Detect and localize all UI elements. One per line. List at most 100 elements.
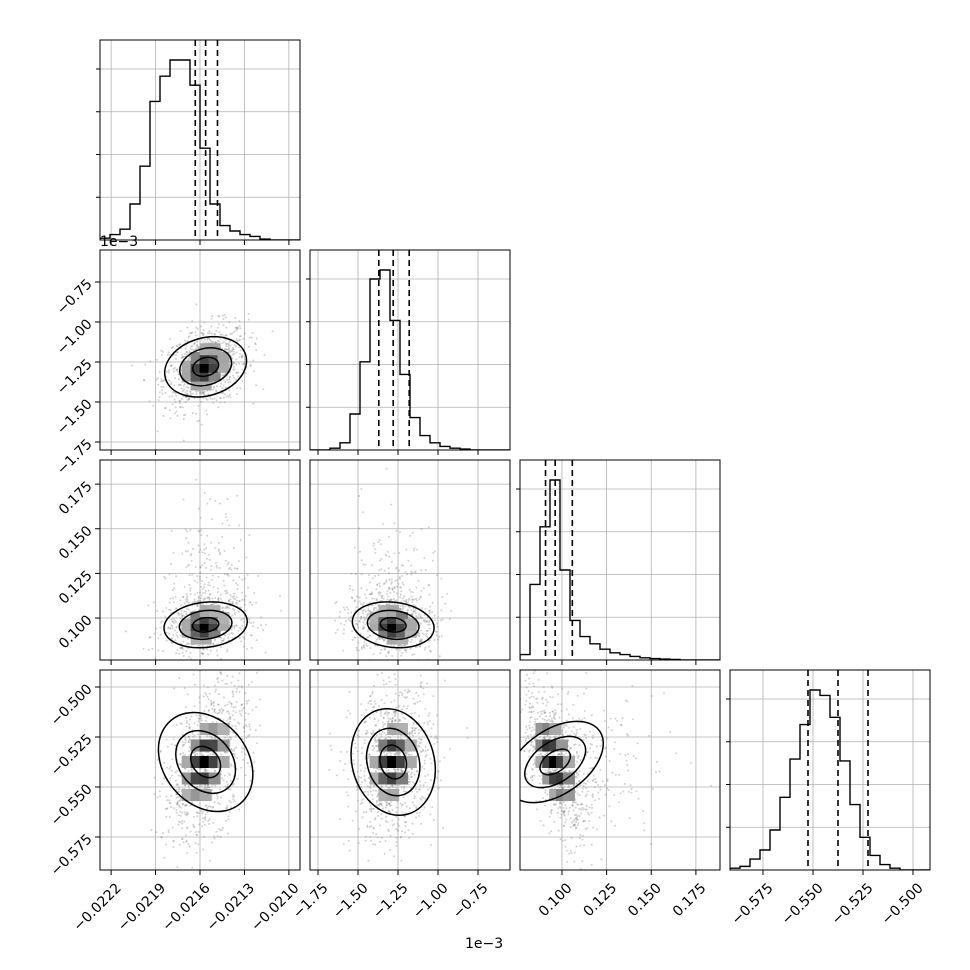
scatter-point bbox=[187, 735, 190, 738]
scatter-point bbox=[595, 745, 598, 748]
scatter-point bbox=[232, 607, 235, 610]
scatter-point bbox=[202, 820, 205, 823]
scatter-point bbox=[173, 587, 176, 590]
scatter-point bbox=[167, 632, 170, 635]
scatter-point bbox=[398, 649, 401, 652]
scatter-point bbox=[422, 633, 425, 636]
scatter-point bbox=[345, 791, 348, 794]
scatter-point bbox=[229, 736, 232, 739]
scatter-point bbox=[378, 637, 381, 640]
scatter-point bbox=[195, 334, 198, 337]
scatter-point bbox=[232, 361, 235, 364]
scatter-point bbox=[400, 645, 403, 648]
scatter-point bbox=[213, 333, 216, 336]
scatter-point bbox=[192, 825, 195, 828]
scatter-point bbox=[236, 494, 239, 497]
scatter-point bbox=[220, 770, 223, 773]
scatter-point bbox=[390, 503, 393, 506]
scatter-point bbox=[373, 606, 376, 609]
scatter-point bbox=[542, 737, 545, 740]
scatter-point bbox=[166, 799, 169, 802]
scatter-point bbox=[219, 401, 222, 404]
scatter-point bbox=[413, 795, 416, 798]
scatter-point bbox=[360, 587, 363, 590]
scatter-point bbox=[187, 637, 190, 640]
scatter-point bbox=[225, 650, 228, 653]
scatter-point bbox=[203, 491, 206, 494]
scatter-point bbox=[568, 785, 571, 788]
scatter-point bbox=[349, 584, 352, 587]
scatter-point bbox=[371, 793, 374, 796]
scatter-point bbox=[183, 355, 186, 358]
scatter-point bbox=[329, 732, 332, 735]
scatter-point bbox=[354, 573, 357, 576]
scatter-point bbox=[200, 652, 203, 655]
scatter-point bbox=[388, 599, 391, 602]
scatter-point bbox=[172, 845, 175, 848]
scatter-point bbox=[369, 592, 372, 595]
scatter-point bbox=[169, 338, 172, 341]
scatter-point bbox=[375, 833, 378, 836]
scatter-point bbox=[179, 599, 182, 602]
scatter-point bbox=[350, 572, 353, 575]
scatter-point bbox=[195, 390, 198, 393]
scatter-point bbox=[516, 726, 518, 728]
scatter-point bbox=[237, 629, 240, 632]
scatter-point bbox=[204, 768, 207, 771]
scatter-point bbox=[188, 738, 191, 741]
scatter-point bbox=[208, 663, 210, 665]
scatter-point bbox=[222, 379, 225, 382]
scatter-point bbox=[177, 820, 180, 823]
scatter-point bbox=[159, 750, 162, 753]
scatter-point bbox=[210, 735, 213, 738]
scatter-panel-2-0 bbox=[95, 459, 301, 665]
scatter-point bbox=[215, 329, 218, 332]
scatter-point bbox=[410, 732, 413, 735]
scatter-point bbox=[216, 587, 219, 590]
scatter-point bbox=[364, 839, 367, 842]
scatter-point bbox=[217, 597, 220, 600]
scatter-point bbox=[168, 395, 171, 398]
scatter-point bbox=[228, 661, 230, 663]
scatter-point bbox=[390, 701, 393, 704]
scatter-point bbox=[195, 393, 198, 396]
scatter-point bbox=[368, 786, 371, 789]
scatter-point bbox=[419, 741, 422, 744]
scatter-point bbox=[188, 574, 191, 577]
scatter-point bbox=[194, 841, 197, 844]
scatter-point bbox=[407, 732, 410, 735]
scatter-point bbox=[404, 717, 407, 720]
scatter-point bbox=[235, 602, 238, 605]
scatter-point bbox=[176, 631, 179, 634]
scatter-point bbox=[226, 519, 229, 522]
scatter-point bbox=[388, 587, 391, 590]
scatter-point bbox=[379, 840, 382, 843]
scatter-point bbox=[573, 851, 576, 854]
scatter-point bbox=[209, 558, 212, 561]
scatter-point bbox=[205, 693, 208, 696]
scatter-point bbox=[175, 652, 178, 655]
scatter-point bbox=[385, 580, 388, 583]
scatter-point bbox=[183, 661, 185, 663]
scatter-point bbox=[579, 784, 582, 787]
scatter-point bbox=[419, 595, 422, 598]
scatter-point bbox=[351, 752, 354, 755]
scatter-point bbox=[236, 339, 239, 342]
scatter-point bbox=[374, 724, 377, 727]
scatter-point bbox=[535, 698, 538, 701]
scatter-point bbox=[380, 648, 383, 651]
scatter-point bbox=[378, 591, 381, 594]
scatter-point bbox=[412, 697, 415, 700]
scatter-point bbox=[343, 608, 346, 611]
scatter-point bbox=[199, 566, 202, 569]
scatter-point bbox=[254, 343, 257, 346]
scatter-point bbox=[201, 592, 204, 595]
scatter-point bbox=[193, 598, 196, 601]
scatter-point bbox=[184, 804, 187, 807]
scatter-point bbox=[248, 620, 251, 623]
scatter-point bbox=[219, 333, 222, 336]
scatter-point bbox=[249, 364, 252, 367]
scatter-point bbox=[249, 765, 252, 768]
scatter-point bbox=[417, 694, 420, 697]
scatter-point bbox=[424, 775, 427, 778]
